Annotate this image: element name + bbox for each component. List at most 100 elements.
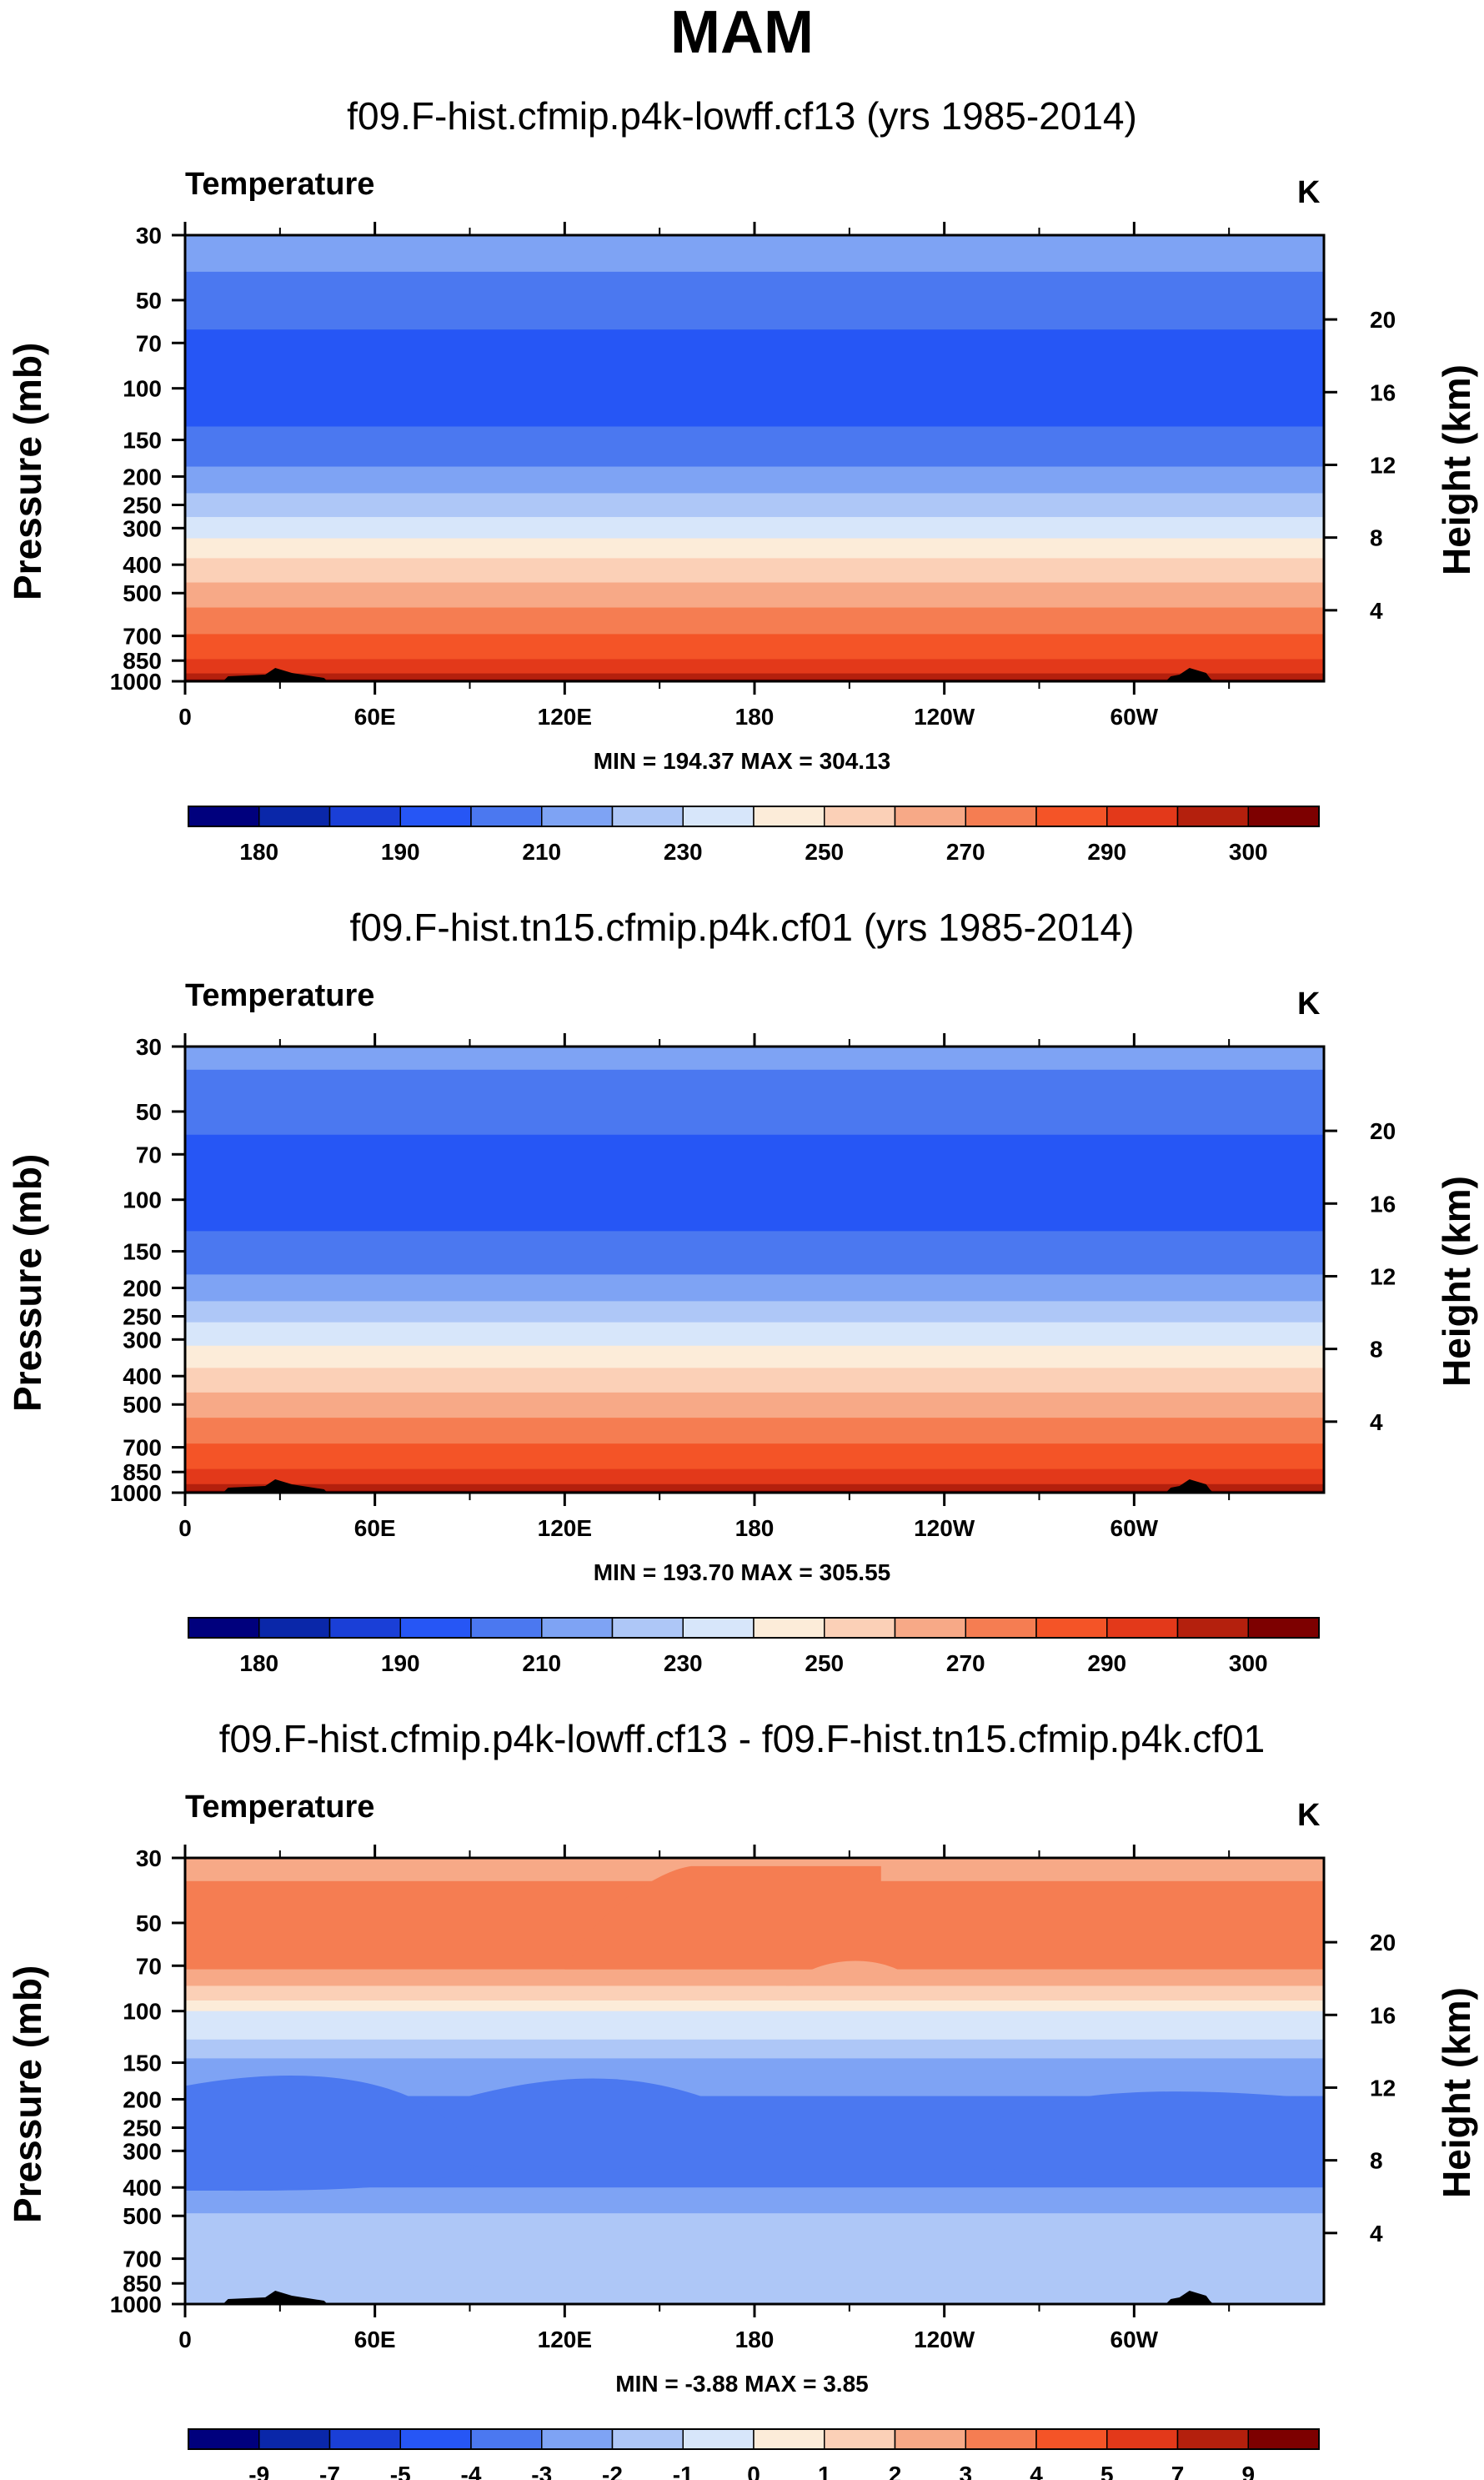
- contour-region: [785, 1960, 920, 1986]
- colorbar-swatch: [328, 806, 401, 827]
- panel-title: f09.F-hist.cfmip.p4k-lowff.cf13 (yrs 198…: [347, 94, 1137, 138]
- lon-tick-label: 60W: [1110, 2327, 1159, 2352]
- lon-tick-label: 60W: [1110, 1515, 1159, 1541]
- lon-tick-label: 0: [178, 704, 192, 730]
- units-label: K: [1297, 175, 1321, 210]
- pressure-tick-label: 400: [123, 1363, 162, 1389]
- colorbar-swatch: [1106, 1617, 1179, 1639]
- lon-tick-label: 60W: [1110, 704, 1159, 730]
- colorbar-swatch: [399, 2428, 472, 2450]
- pressure-tick-label: 400: [123, 552, 162, 578]
- pressure-tick-label: 200: [123, 464, 162, 489]
- height-tick-label: 16: [1370, 2002, 1396, 2028]
- pressure-tick-label: 100: [123, 376, 162, 402]
- topography-mask: [223, 1479, 328, 1493]
- lon-tick-label: 180: [735, 704, 775, 730]
- pressure-tick-label: 70: [136, 1142, 162, 1167]
- colorbar-swatch: [1106, 806, 1179, 827]
- height-tick-label: 12: [1370, 452, 1396, 478]
- contour-band: [185, 673, 1324, 680]
- pressure-tick-label: 700: [123, 1435, 162, 1461]
- colorbar-label: 190: [381, 839, 420, 865]
- lon-tick-label: 120W: [914, 704, 975, 730]
- colorbar-swatch: [965, 806, 1037, 827]
- pressure-tick-label: 300: [123, 1327, 162, 1353]
- pressure-tick-label: 1000: [110, 669, 162, 695]
- colorbar-swatch: [1176, 2428, 1249, 2450]
- contour-band: [185, 558, 1324, 584]
- units-label: K: [1297, 1798, 1321, 1833]
- colorbar-swatch: [258, 2428, 331, 2450]
- colorbar-label: -7: [319, 2462, 340, 2480]
- contour-band: [185, 659, 1324, 675]
- colorbar-label: 180: [239, 1650, 278, 1676]
- colorbar: 180 190 210 230 250 270 290 300: [188, 1617, 1320, 1676]
- contour-band: [185, 2187, 1324, 2215]
- pressure-tick-label: 150: [123, 428, 162, 454]
- pressure-tick-label: 300: [123, 2138, 162, 2164]
- min-max-label: MIN = 193.70 MAX = 305.55: [593, 1559, 891, 1585]
- colorbar-swatch: [470, 1617, 543, 1639]
- colorbar: -9 -7 -5 -4 -3 -2 -1 0 1 2 3 4 5 7 9: [188, 2428, 1320, 2480]
- colorbar-swatch: [541, 2428, 614, 2450]
- colorbar-swatch: [1035, 1617, 1108, 1639]
- lon-tick-label: 120E: [538, 1515, 592, 1541]
- colorbar-swatch: [1176, 1617, 1249, 1639]
- pressure-tick-label: 70: [136, 1953, 162, 1979]
- height-tick-label: 4: [1370, 1409, 1383, 1435]
- height-tick-label: 20: [1370, 307, 1396, 333]
- pressure-tick-label: 850: [123, 2271, 162, 2297]
- colorbar-label: -3: [531, 2462, 552, 2480]
- pressure-tick-label: 1000: [110, 2292, 162, 2317]
- colorbar-frame: [188, 806, 1320, 827]
- colorbar-swatch: [682, 1617, 755, 1639]
- colorbar-label: 300: [1229, 1650, 1268, 1676]
- colorbar-swatch: [682, 806, 755, 827]
- panel-2: 3050701001502002503004005007008501000201…: [110, 1033, 1396, 1676]
- height-tick-label: 20: [1370, 1118, 1396, 1144]
- height-tick-label: 8: [1370, 525, 1383, 551]
- colorbar-swatch: [188, 2428, 260, 2450]
- colorbar-swatch: [894, 806, 966, 827]
- contour-region: [185, 2076, 483, 2191]
- contour-band: [185, 271, 1324, 331]
- colorbar-swatch: [541, 806, 614, 827]
- colorbar-swatch: [824, 806, 896, 827]
- pressure-tick-label: 50: [136, 1910, 162, 1936]
- contour-band: [185, 1134, 1324, 1232]
- pressure-tick-label: 850: [123, 1459, 162, 1485]
- colorbar-swatch: [753, 806, 825, 827]
- contour-band: [185, 634, 1324, 660]
- height-tick-label: 20: [1370, 1930, 1396, 1955]
- colorbar-swatch: [470, 806, 543, 827]
- pressure-tick-label: 50: [136, 1099, 162, 1125]
- colorbar-frame: [188, 2428, 1320, 2450]
- colorbar-swatch: [753, 1617, 825, 1639]
- pressure-tick-label: 100: [123, 1999, 162, 2025]
- colorbar-swatch: [965, 1617, 1037, 1639]
- pressure-tick-label: 250: [123, 492, 162, 518]
- contour-band: [185, 1274, 1324, 1303]
- colorbar-label: 210: [522, 1650, 561, 1676]
- pressure-tick-label: 850: [123, 648, 162, 674]
- contour-band: [185, 1418, 1324, 1445]
- colorbar-label: 5: [1100, 2462, 1114, 2480]
- contour-band: [185, 1069, 1324, 1136]
- colorbar-swatch: [1035, 2428, 1108, 2450]
- colorbar-label: -9: [248, 2462, 269, 2480]
- lon-tick-label: 180: [735, 1515, 775, 1541]
- lon-tick-label: 0: [178, 1515, 192, 1541]
- contour-band: [185, 1322, 1324, 1347]
- colorbar-swatch: [1247, 1617, 1320, 1639]
- pressure-tick-label: 100: [123, 1187, 162, 1213]
- colorbar-swatch: [682, 2428, 755, 2450]
- colorbar-label: 230: [664, 1650, 703, 1676]
- colorbar-swatch: [965, 2428, 1037, 2450]
- colorbar-swatch: [541, 1617, 614, 1639]
- pressure-tick-label: 150: [123, 1239, 162, 1265]
- colorbar-label: 210: [522, 839, 561, 865]
- pressure-tick-label: 250: [123, 1303, 162, 1329]
- contour-band: [185, 493, 1324, 519]
